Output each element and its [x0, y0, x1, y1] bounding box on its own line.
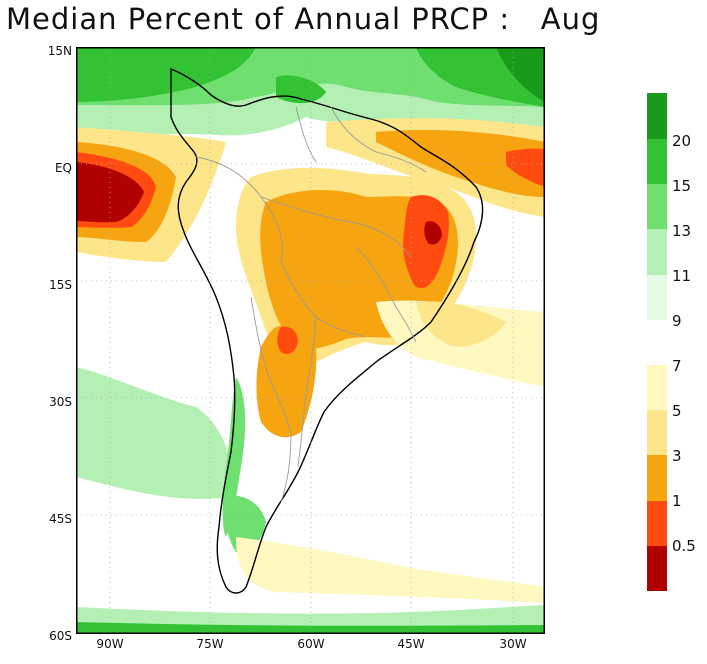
- lat-label-15n: 15N: [47, 44, 72, 58]
- graticule: [76, 47, 545, 634]
- map-border: [76, 47, 545, 634]
- colorbar-segment-0-5: [647, 546, 667, 591]
- colorbar-segment-7: [647, 365, 667, 410]
- shade-yellow-south: [236, 300, 545, 603]
- colorbar-label-7: 7: [672, 357, 682, 375]
- lat-label-eq: EQ: [54, 161, 72, 175]
- map-canvas: [76, 47, 545, 634]
- colorbar-label-1: 1: [672, 492, 682, 510]
- lon-label-90w: 90W: [96, 637, 124, 651]
- colorbar-segment-13: [647, 184, 667, 229]
- colorbar-upper: [647, 93, 667, 320]
- colorbar-segment-9: [647, 275, 667, 320]
- lon-label-75w: 75W: [196, 637, 224, 651]
- shade-green-south: [76, 367, 545, 634]
- colorbar-label-13: 13: [672, 222, 692, 240]
- country-borders: [195, 106, 427, 503]
- lon-label-30w: 30W: [499, 637, 527, 651]
- colorbar-lower: [647, 365, 667, 591]
- lat-label-60s: 60S: [49, 629, 72, 643]
- shade-green-north: [76, 47, 545, 136]
- colorbar-label-11: 11: [672, 267, 692, 285]
- colorbar-label-0-5: 0.5: [672, 537, 696, 555]
- colorbar-segment-3: [647, 455, 667, 501]
- lon-label-60w: 60W: [297, 637, 325, 651]
- lat-label-30s: 30S: [49, 395, 72, 409]
- colorbar-segment-11: [647, 229, 667, 275]
- colorbar-segment-15: [647, 139, 667, 184]
- colorbar-label-20: 20: [672, 132, 692, 150]
- lon-label-45w: 45W: [397, 637, 425, 651]
- colorbar-label-9: 9: [672, 312, 682, 330]
- map-title: Median Percent of Annual PRCP : Aug: [6, 2, 601, 36]
- lat-label-15s: 15S: [49, 278, 72, 292]
- colorbar-label-3: 3: [672, 447, 682, 465]
- colorbar-segment-20: [647, 93, 667, 139]
- colorbar-label-15: 15: [672, 177, 692, 195]
- shade-dry-equatorial: [76, 118, 545, 262]
- colorbar-segment-5: [647, 410, 667, 455]
- precipitation-map: [76, 47, 545, 634]
- colorbar-segment-1: [647, 501, 667, 546]
- coastline: [170, 67, 484, 594]
- colorbar-label-5: 5: [672, 402, 682, 420]
- lat-label-45s: 45S: [49, 512, 72, 526]
